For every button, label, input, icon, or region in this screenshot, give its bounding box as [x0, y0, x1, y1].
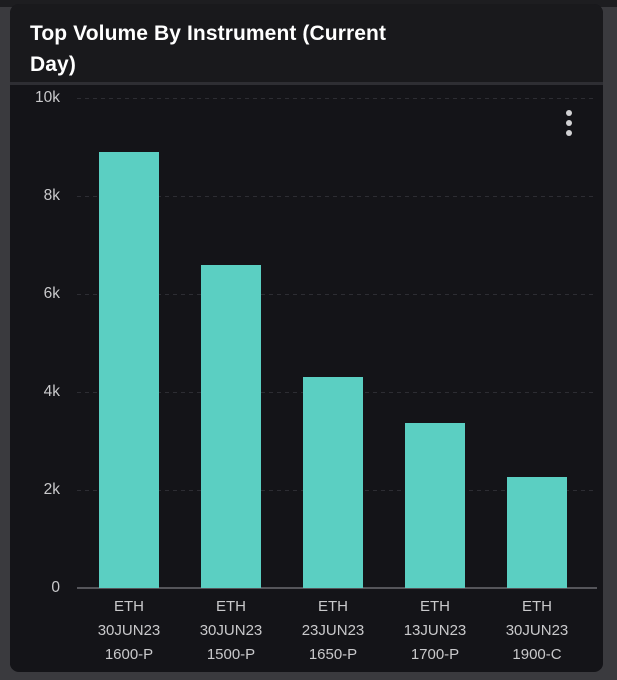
gridline — [77, 98, 597, 99]
gridline — [77, 294, 597, 295]
panel-title: Top Volume By Instrument (Current Day) — [30, 22, 387, 76]
bar-eth-13jun23-1700-p[interactable] — [405, 423, 465, 588]
bar-eth-30jun23-1600-p[interactable] — [99, 152, 159, 588]
y-tick-label: 4k — [43, 383, 60, 400]
x-axis-line — [77, 587, 597, 589]
gridline — [77, 196, 597, 197]
x-tick-label: ETH 30JUN23 1900-C — [505, 598, 569, 663]
x-tick-label: ETH 30JUN23 1600-P — [97, 598, 161, 663]
panel-header: Top Volume By Instrument (Current Day) — [10, 4, 603, 85]
bar-eth-23jun23-1650-p[interactable] — [303, 377, 363, 588]
x-tick-label: ETH 23JUN23 1650-P — [301, 598, 365, 663]
top-volume-panel: Top Volume By Instrument (Current Day) 1… — [10, 4, 603, 672]
kebab-dot — [566, 120, 572, 126]
kebab-dot — [566, 110, 572, 116]
y-tick-label: 2k — [43, 481, 60, 498]
bar-eth-30jun23-1900-c[interactable] — [507, 477, 567, 588]
x-tick-label: ETH 30JUN23 1500-P — [199, 598, 263, 663]
y-tick-label: 0 — [51, 579, 60, 596]
kebab-menu-icon[interactable] — [566, 110, 572, 136]
y-tick-label: 8k — [43, 187, 60, 204]
bar-eth-30jun23-1500-p[interactable] — [201, 265, 261, 588]
bar-chart: 10k 8k 6k 4k 2k 0 ETH 30JUN23 1600-P ETH 30JUN23 15… — [10, 85, 603, 669]
y-tick-label: 10k — [35, 89, 60, 106]
x-tick-label: ETH 13JUN23 1700-P — [403, 598, 467, 663]
page-top-strip — [0, 0, 617, 7]
y-tick-label: 6k — [43, 285, 60, 302]
kebab-dot — [566, 130, 572, 136]
chart-panel-body: 10k 8k 6k 4k 2k 0 ETH 30JUN23 1600-P ETH 30JUN23 15… — [10, 85, 603, 669]
